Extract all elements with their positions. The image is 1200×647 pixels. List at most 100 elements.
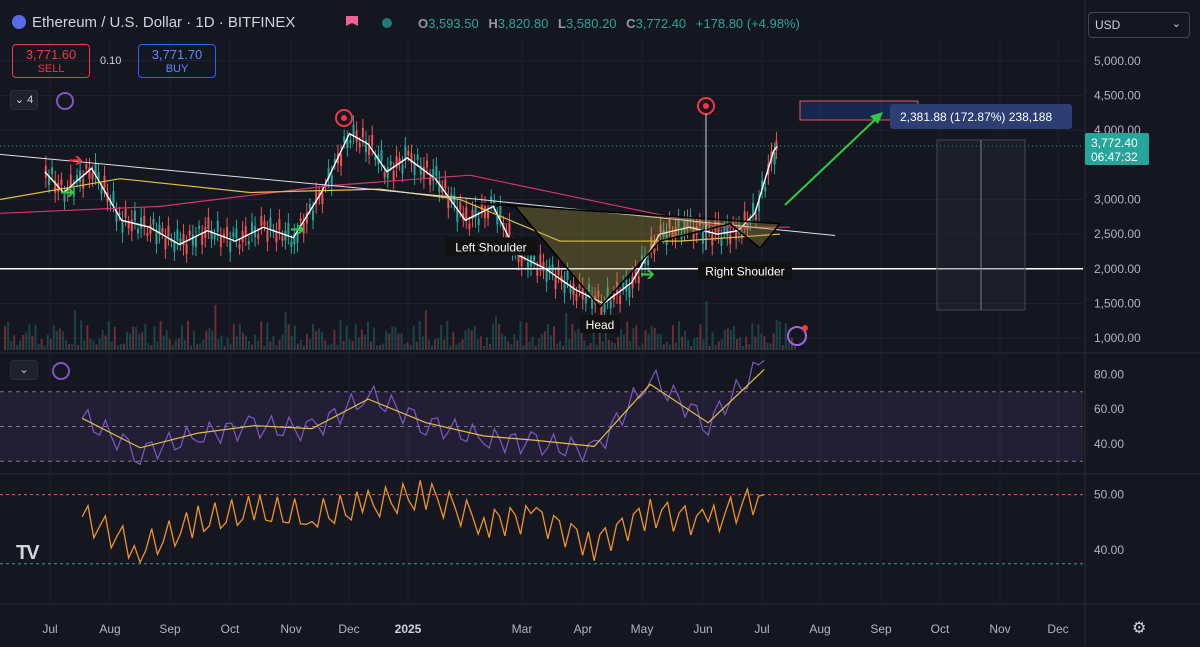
candle [330,175,333,187]
volume-bar [260,321,263,350]
y-tick-label: 4,500.00 [1094,88,1141,102]
candle [398,158,401,164]
sell-button[interactable]: 3,771.60 SELL [12,44,90,78]
volume-bar [324,340,327,350]
candle [374,155,377,161]
volume-bar [467,328,470,350]
cycle-icon[interactable] [56,92,74,110]
volume-bar [174,339,177,350]
candle [251,222,254,233]
volume-bar [464,330,467,350]
volume-bar [388,333,391,350]
y-tick-label: 1,500.00 [1094,296,1141,310]
volume-bar [43,345,46,350]
volume-bar [513,333,516,350]
volume-bar [98,338,101,350]
x-tick-label: 2025 [395,622,422,636]
symbol-label: Ethereum / U.S. Dollar · 1D · BITFINEX [32,14,296,31]
volume-bar [52,324,55,350]
chevron-down-icon[interactable]: ⌄ [10,360,38,380]
volume-bar [31,335,34,350]
candle [278,218,281,230]
volume-bar [574,331,577,350]
candle [764,187,767,192]
gear-icon[interactable]: ⚙ [1132,620,1147,637]
volume-bar [205,330,208,350]
candle [143,215,146,227]
candle [656,240,659,245]
volume-bar [653,327,656,350]
indicators-collapse-button[interactable]: ⌄ 4 [10,90,38,110]
volume-bar [543,331,546,350]
candle [483,206,486,219]
y-tick-label: 3,000.00 [1094,192,1141,206]
volume-bar [293,325,296,350]
measure-box [890,104,1072,129]
candle [281,236,284,241]
volume-bar [287,324,290,350]
volume-bar [351,341,354,350]
candle [441,187,444,193]
volume-bar [452,331,455,350]
volume-bar [150,345,153,350]
left-shoulder-label: Left Shoulder [455,240,526,254]
volume-bar [119,344,122,350]
candle [438,180,441,193]
volume-bar [699,324,702,350]
candle [634,267,637,276]
volume-bar [732,326,735,350]
volume-bar [266,322,269,350]
y-tick-label: 5,000.00 [1094,54,1141,68]
candle [671,232,674,239]
volume-bar [126,331,128,350]
volume-bar [537,338,540,350]
candle [392,170,395,181]
volume-bar [254,334,257,350]
volume-bar [665,341,668,350]
candle [238,244,241,249]
volume-bar [83,340,86,350]
volume-bar [656,333,659,350]
candle [355,130,358,142]
volume-bar [546,324,549,350]
volume-bar [662,344,665,350]
candle [305,212,308,224]
volume-bar [199,343,202,350]
volume-bar [528,341,531,350]
volume-bar [434,339,437,350]
volume-bar [28,324,31,350]
volume-bar [107,321,110,350]
volume-bar [583,340,586,350]
volume-bar [681,336,684,350]
notification-dot [802,325,808,331]
flag-icon[interactable] [346,16,358,26]
candle [185,244,188,254]
volume-bar [702,339,705,350]
volume-bar [623,334,626,350]
candle [761,180,764,191]
candle [149,224,152,234]
volume-bar [366,321,369,350]
volume-bar [635,325,638,350]
candle [757,199,760,212]
volume-bar [196,344,199,350]
volume-bar [193,331,196,350]
volume-bar [129,333,132,350]
candle [210,229,213,240]
volume-bar [553,325,555,350]
volume-bar [61,331,64,350]
volume-bar [321,331,324,350]
candle [269,217,272,229]
currency-select[interactable]: USD ⌄ [1088,12,1190,38]
trendline [0,153,836,236]
ohlc-readout: O3,593.50 H3,820.80 L3,580.20 C3,772.40 … [418,16,800,31]
symbol-title[interactable]: Ethereum / U.S. Dollar · 1D · BITFINEX [12,14,295,31]
candle [216,220,219,232]
candle [603,304,606,313]
candle [380,149,383,162]
buy-button[interactable]: 3,771.70 BUY [138,44,216,78]
candle [695,225,698,235]
candle [88,167,91,179]
rsi-cycle-icon[interactable] [52,362,70,380]
